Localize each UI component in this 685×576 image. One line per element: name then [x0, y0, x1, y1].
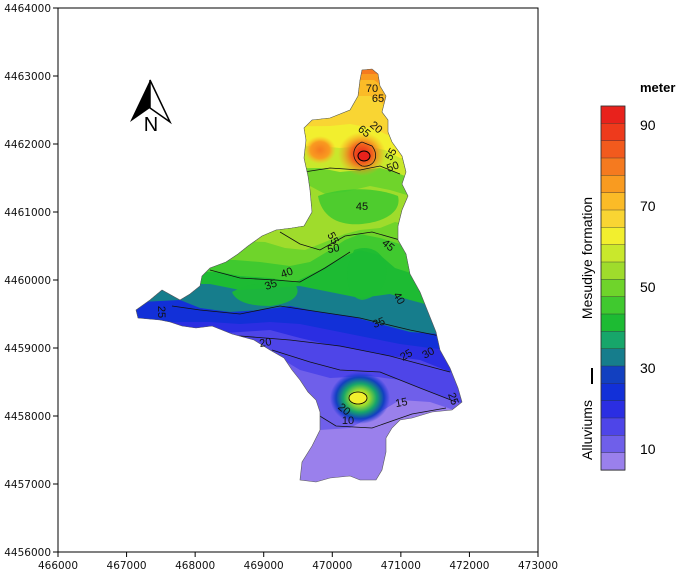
y-tick-label: 4464000	[4, 3, 51, 15]
legend-swatch	[600, 157, 626, 176]
legend-swatch	[600, 244, 626, 263]
contour-label: 70	[366, 83, 378, 95]
contour-label: 25	[445, 391, 460, 407]
contour-label: 40	[279, 265, 295, 280]
contour-label: 25	[398, 347, 415, 364]
y-tick-label: 4463000	[4, 71, 51, 83]
contour-label: 45	[356, 201, 368, 213]
contour-label: 40	[390, 290, 407, 307]
legend-formation-label: Mesudiye formation	[579, 197, 595, 319]
contour-label: 65	[372, 93, 384, 105]
legend-swatch	[600, 400, 626, 419]
legend-swatch	[600, 227, 626, 246]
y-axis: 4464000 4463000 4462000 4461000 4460000 44590…	[4, 3, 58, 559]
legend-swatch	[600, 192, 626, 211]
legend-ticks: 90 70 50 30 10	[640, 117, 656, 457]
y-tick-label: 4462000	[4, 139, 51, 151]
contour-label: 25	[155, 306, 167, 318]
north-label: N	[144, 114, 158, 136]
legend-swatch	[600, 417, 626, 436]
y-tick-label: 4456000	[4, 547, 51, 559]
y-tick-label: 4457000	[4, 479, 51, 491]
y-tick-label: 4460000	[4, 275, 51, 287]
legend-swatch	[600, 209, 626, 228]
legend-tick-label: 50	[640, 279, 656, 295]
legend-swatch	[600, 175, 626, 194]
y-tick-label: 4458000	[4, 411, 51, 423]
y-tick-label: 4461000	[4, 207, 51, 219]
contour-label: 55	[383, 146, 400, 163]
legend-swatch	[600, 140, 626, 159]
x-tick-label: 471000	[381, 560, 421, 572]
legend-swatch	[600, 383, 626, 402]
legend: meter 90 70 50 30 10 Mesudiye formation Allu…	[579, 80, 675, 471]
x-tick-label: 472000	[449, 560, 489, 572]
x-tick-label: 470000	[312, 560, 352, 572]
legend-tick-label: 30	[640, 360, 656, 376]
legend-swatch	[600, 261, 626, 280]
contour-label: 20	[258, 336, 272, 350]
x-tick-label: 469000	[244, 560, 284, 572]
legend-swatch	[600, 365, 626, 384]
legend-tick-label: 90	[640, 117, 656, 133]
contour-label: 55	[324, 230, 341, 247]
x-axis: 466000 467000 468000 469000 470000 471000 4720…	[38, 552, 558, 572]
y-tick-label: 4459000	[4, 343, 51, 355]
legend-swatch	[600, 123, 626, 142]
contour-label: 15	[394, 396, 408, 410]
legend-swatch	[600, 348, 626, 367]
legend-swatch	[600, 313, 626, 332]
legend-alluvium-label: Alluviums	[579, 400, 595, 460]
x-tick-label: 468000	[175, 560, 215, 572]
legend-tick-label: 10	[640, 441, 656, 457]
x-tick-label: 467000	[107, 560, 147, 572]
legend-swatch	[600, 279, 626, 298]
x-tick-label: 473000	[518, 560, 558, 572]
legend-swatch	[600, 331, 626, 350]
north-arrow-icon: N	[130, 79, 172, 136]
legend-tick-label: 70	[640, 198, 656, 214]
legend-swatch	[600, 105, 626, 124]
contour-label: 10	[342, 415, 354, 427]
legend-swatch	[600, 435, 626, 454]
x-tick-label: 466000	[38, 560, 78, 572]
contour-label: 35	[371, 315, 387, 330]
legend-colorbar-frame	[600, 105, 626, 471]
contour-label: 30	[420, 345, 437, 362]
legend-colorbar	[600, 105, 626, 471]
legend-title: meter	[640, 80, 675, 95]
contour-label: 50	[385, 159, 401, 174]
contour-label: 35	[263, 277, 279, 292]
contour-label: 50	[326, 242, 340, 256]
legend-swatch	[600, 452, 626, 471]
legend-swatch	[600, 296, 626, 315]
